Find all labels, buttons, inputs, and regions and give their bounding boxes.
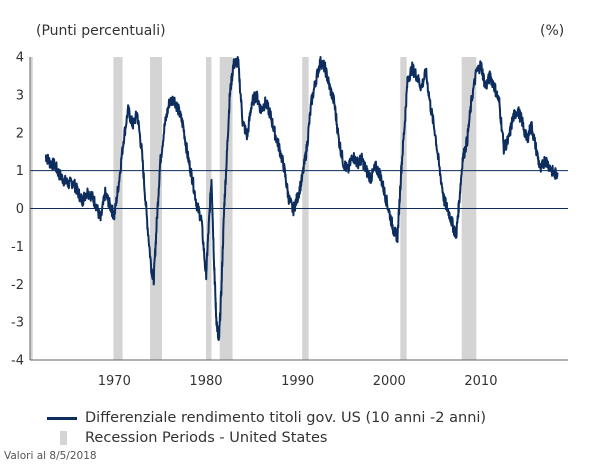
legend-rect-swatch bbox=[60, 431, 67, 445]
x-tick-label: 1990 bbox=[281, 374, 314, 389]
legend-line-swatch bbox=[47, 416, 77, 420]
y-tick-label: 1 bbox=[16, 164, 24, 179]
y-tick-label: -2 bbox=[11, 278, 24, 293]
legend-label-spread: Differenziale rendimento titoli gov. US … bbox=[85, 410, 487, 426]
y-tick-label: 0 bbox=[16, 202, 24, 217]
y-tick-label: 4 bbox=[16, 51, 24, 66]
x-tick-label: 2000 bbox=[373, 374, 406, 389]
reference-lines bbox=[30, 170, 568, 209]
right-unit-label: (%) bbox=[540, 23, 564, 39]
legend-label-recession: Recession Periods - United States bbox=[85, 430, 328, 446]
y-tick-label: -4 bbox=[11, 354, 24, 369]
left-unit-label: (Punti percentuali) bbox=[36, 23, 166, 39]
y-tick-label: 2 bbox=[16, 126, 24, 141]
legend: Differenziale rendimento titoli gov. US … bbox=[47, 408, 486, 448]
x-tick-label: 1970 bbox=[98, 374, 131, 389]
y-tick-label: 3 bbox=[16, 88, 24, 103]
y-tick-labels: 4 3 2 1 0 -1 -2 -3 -4 bbox=[11, 51, 24, 369]
x-tick-label: 2010 bbox=[464, 374, 497, 389]
footnote: Valori al 8/5/2018 bbox=[4, 450, 97, 462]
x-tick-labels: 1970 1980 1990 2000 2010 bbox=[98, 374, 498, 389]
y-tick-label: -1 bbox=[11, 240, 24, 255]
series-line-spread bbox=[44, 56, 559, 341]
y-tick-label: -3 bbox=[11, 316, 24, 331]
x-tick-label: 1980 bbox=[189, 374, 222, 389]
legend-item-spread: Differenziale rendimento titoli gov. US … bbox=[47, 408, 486, 428]
series-layer bbox=[44, 56, 559, 341]
axes bbox=[29, 57, 568, 361]
legend-item-recession: Recession Periods - United States bbox=[47, 428, 486, 448]
